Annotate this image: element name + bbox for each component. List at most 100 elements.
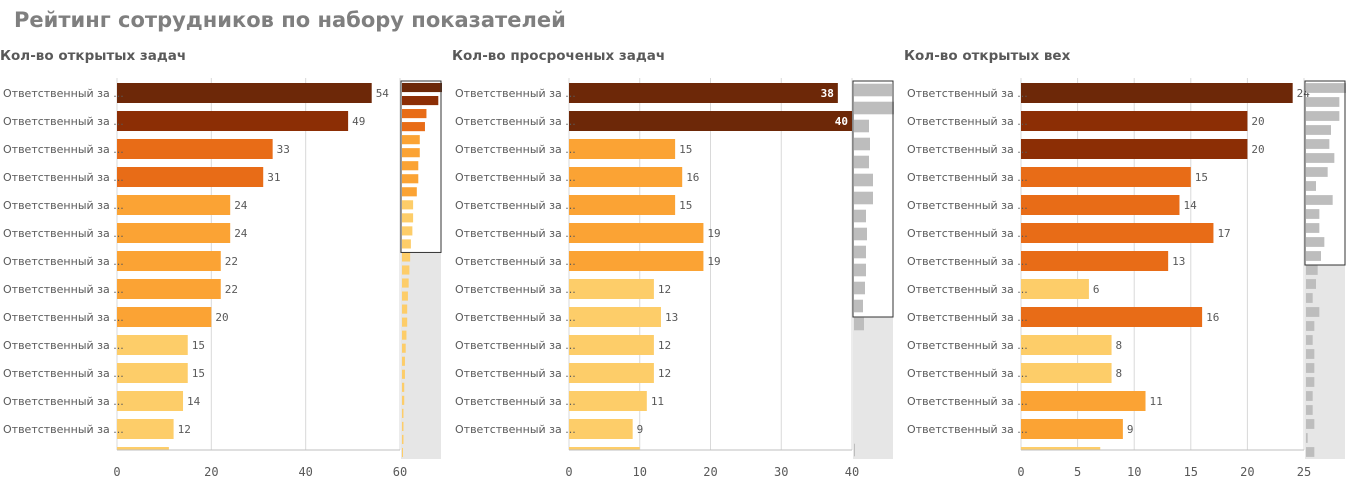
- minichart-bar: [402, 317, 408, 327]
- bar[interactable]: [1021, 279, 1089, 299]
- category-label: Ответственный за ...: [907, 87, 1028, 100]
- minichart-track[interactable]: [853, 317, 893, 459]
- minichart-bar: [402, 356, 405, 366]
- bar[interactable]: [117, 279, 221, 299]
- minichart-bar: [402, 200, 414, 210]
- bar[interactable]: [1021, 335, 1112, 355]
- value-label: 17: [1217, 227, 1230, 240]
- category-label: Ответственный за ...: [3, 199, 124, 212]
- minichart-bar: [1306, 321, 1315, 331]
- value-label: 16: [1206, 311, 1219, 324]
- bar[interactable]: [117, 251, 221, 271]
- bar[interactable]: [1021, 363, 1112, 383]
- bar[interactable]: [569, 195, 676, 215]
- value-label: 20: [1251, 115, 1264, 128]
- bar[interactable]: [569, 251, 704, 271]
- value-label: 49: [352, 115, 365, 128]
- bar[interactable]: [117, 391, 184, 411]
- minichart-window[interactable]: [852, 80, 894, 318]
- value-label: 12: [658, 339, 671, 352]
- bar[interactable]: [569, 111, 852, 131]
- bar[interactable]: [1021, 307, 1203, 327]
- value-label: 14: [1183, 199, 1197, 212]
- minichart-bar: [854, 299, 863, 313]
- category-label: Ответственный за ...: [455, 87, 576, 100]
- bar[interactable]: [569, 223, 704, 243]
- bar[interactable]: [117, 363, 188, 383]
- category-label: Ответственный за ...: [3, 227, 124, 240]
- category-label: Ответственный за ...: [907, 143, 1028, 156]
- tick-label: 0: [565, 465, 572, 479]
- value-label: 15: [1195, 171, 1208, 184]
- bar[interactable]: [1021, 447, 1101, 450]
- bar[interactable]: [569, 335, 654, 355]
- bar[interactable]: [117, 139, 273, 159]
- minichart-bar: [1306, 391, 1313, 401]
- category-label: Ответственный за ...: [455, 395, 576, 408]
- category-label: Ответственный за ...: [3, 339, 124, 352]
- minichart-bar: [854, 155, 869, 169]
- minichart-bar: [402, 95, 439, 106]
- minichart-bar: [402, 122, 425, 132]
- value-label: 31: [267, 171, 280, 184]
- bar[interactable]: [117, 195, 231, 215]
- bar[interactable]: [569, 307, 661, 327]
- minichart-bar: [1306, 307, 1320, 317]
- minichart-bar: [1306, 237, 1325, 247]
- bar[interactable]: [1021, 419, 1123, 439]
- minichart-bar: [1306, 419, 1315, 429]
- minichart-bar: [402, 369, 405, 379]
- bar[interactable]: [117, 223, 231, 243]
- category-label: Ответственный за ...: [3, 87, 124, 100]
- minichart-bar: [1306, 125, 1331, 135]
- category-label: Ответственный за ...: [455, 423, 576, 436]
- bar[interactable]: [1021, 195, 1180, 215]
- minichart-bar: [402, 382, 405, 392]
- bar[interactable]: [569, 447, 640, 450]
- bar[interactable]: [569, 167, 683, 187]
- minichart-bar: [1306, 363, 1315, 373]
- bar[interactable]: [117, 419, 174, 439]
- bar[interactable]: [1021, 167, 1191, 187]
- category-label: Ответственный за ...: [3, 115, 124, 128]
- category-label: Ответственный за ...: [3, 143, 124, 156]
- bar[interactable]: [117, 111, 349, 131]
- bar[interactable]: [1021, 391, 1146, 411]
- minichart-window[interactable]: [1304, 80, 1346, 266]
- category-label: Ответственный за ...: [455, 115, 576, 128]
- category-label: Ответственный за ...: [455, 283, 576, 296]
- bar[interactable]: [1021, 83, 1293, 103]
- minichart-bar: [854, 191, 873, 205]
- bar[interactable]: [569, 279, 654, 299]
- value-label: 12: [658, 283, 671, 296]
- minichart-window[interactable]: [400, 80, 442, 253]
- tick-label: 40: [845, 465, 859, 479]
- bar[interactable]: [117, 167, 264, 187]
- bar[interactable]: [569, 391, 647, 411]
- minichart-bar: [1306, 209, 1320, 219]
- category-label: Ответственный за ...: [3, 423, 124, 436]
- bar[interactable]: [1021, 223, 1214, 243]
- minichart-bar: [1306, 195, 1333, 205]
- bar[interactable]: [1021, 139, 1248, 159]
- minichart-bar: [1306, 279, 1316, 289]
- minichart-bar: [402, 265, 410, 275]
- tick-label: 20: [204, 465, 218, 479]
- bar[interactable]: [569, 139, 676, 159]
- bar[interactable]: [569, 363, 654, 383]
- bar[interactable]: [569, 419, 633, 439]
- bar[interactable]: [1021, 251, 1169, 271]
- bar[interactable]: [1021, 111, 1248, 131]
- bar[interactable]: [117, 307, 212, 327]
- category-label: Ответственный за ...: [3, 171, 124, 184]
- minichart-bar: [1306, 223, 1320, 233]
- chart-panel-open-milestones: Кол-во открытых вех Ответственный за ...…: [904, 44, 1352, 490]
- bar[interactable]: [117, 335, 188, 355]
- bar[interactable]: [569, 83, 838, 103]
- value-label: 15: [192, 339, 205, 352]
- category-label: Ответственный за ...: [907, 367, 1028, 380]
- bar[interactable]: [117, 447, 169, 450]
- value-label: 13: [1172, 255, 1185, 268]
- bar[interactable]: [117, 83, 372, 103]
- category-label: Ответственный за ...: [907, 115, 1028, 128]
